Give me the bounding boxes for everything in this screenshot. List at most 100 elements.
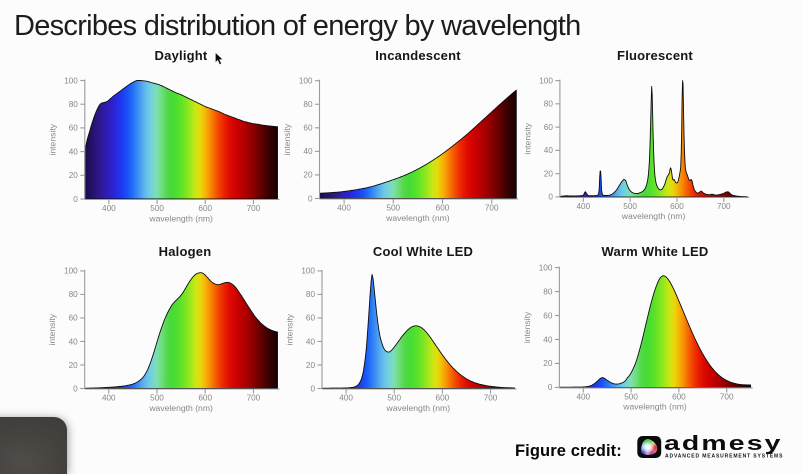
y-axis-label: intensity xyxy=(47,313,57,345)
x-tick-label: 500 xyxy=(150,204,164,213)
y-tick-label: 0 xyxy=(548,383,553,392)
x-axis-label: wavelength (nm) xyxy=(386,403,451,413)
chart-title-daylight: Daylight xyxy=(154,48,208,63)
y-tick-label: 20 xyxy=(69,361,79,370)
x-tick-label: 400 xyxy=(337,204,351,213)
y-tick-label: 100 xyxy=(299,77,313,86)
spectrum-area xyxy=(84,272,278,389)
y-tick-label: 80 xyxy=(69,100,79,109)
x-tick-label: 500 xyxy=(623,202,637,211)
chart-incandescent: 0 20 40 60 80 100 400 500 600 700 wavelength (nm) i… xyxy=(282,77,519,223)
y-tick-label: 80 xyxy=(306,290,316,299)
y-axis-label: intensity xyxy=(282,123,292,155)
y-tick-label: 20 xyxy=(543,359,553,368)
x-tick-label: 500 xyxy=(150,394,164,403)
x-tick-label: 700 xyxy=(247,394,261,403)
x-tick-label: 400 xyxy=(339,394,353,403)
y-tick-label: 40 xyxy=(543,335,553,344)
x-tick-label: 400 xyxy=(576,393,590,402)
y-tick-label: 0 xyxy=(73,195,78,204)
tick-labels: 0 20 40 60 80 100 400 500 600 700 xyxy=(539,76,731,211)
spectrum-area xyxy=(559,80,748,198)
chart-daylight: 0 20 40 60 80 100 400 500 600 700 wavelength (nm) i… xyxy=(47,76,280,223)
y-tick-label: 60 xyxy=(69,124,79,133)
y-tick-label: 0 xyxy=(308,194,313,203)
x-tick-label: 700 xyxy=(717,202,731,211)
y-tick-label: 100 xyxy=(301,267,315,276)
axes xyxy=(315,79,519,204)
x-axis-label: wavelength (nm) xyxy=(148,213,213,223)
chart-cool-white-led: 0 20 40 60 80 100 400 500 600 700 wavelength (nm) i… xyxy=(285,267,517,413)
tick-labels: 0 20 40 60 80 100 400 500 600 700 xyxy=(539,263,734,401)
y-tick-label: 60 xyxy=(544,123,554,132)
spectrum-area xyxy=(321,273,516,389)
tick-labels: 0 20 40 60 80 100 400 500 600 700 xyxy=(64,267,261,403)
x-tick-label: 400 xyxy=(102,394,116,403)
y-tick-label: 60 xyxy=(69,314,79,323)
y-axis-label: intensity xyxy=(522,122,532,154)
x-tick-label: 600 xyxy=(436,204,450,213)
y-tick-label: 60 xyxy=(306,314,316,323)
y-axis-label: intensity xyxy=(522,311,532,343)
axes xyxy=(80,79,280,204)
chart-title-cool-white-led: Cool White LED xyxy=(372,244,474,259)
x-tick-label: 400 xyxy=(102,204,116,213)
y-tick-label: 20 xyxy=(303,171,313,180)
x-axis-label: wavelength (nm) xyxy=(621,211,686,221)
y-tick-label: 80 xyxy=(303,100,313,109)
y-tick-label: 40 xyxy=(303,147,313,156)
chart-halogen: 0 20 40 60 80 100 400 500 600 700 wavelength (nm) i… xyxy=(47,267,280,413)
chart-title-halogen: Halogen xyxy=(158,244,212,259)
spectrum-area xyxy=(558,275,752,388)
chart-title-fluorescent: Fluorescent xyxy=(617,48,693,63)
x-tick-label: 700 xyxy=(485,204,499,213)
y-tick-label: 60 xyxy=(543,311,553,320)
y-tick-label: 40 xyxy=(69,337,79,346)
tick-labels: 0 20 40 60 80 100 400 500 600 700 xyxy=(64,76,261,213)
x-tick-label: 600 xyxy=(436,394,450,403)
y-tick-label: 0 xyxy=(310,384,315,393)
x-axis-label: wavelength (nm) xyxy=(148,403,213,413)
y-tick-label: 20 xyxy=(69,171,79,180)
x-tick-label: 400 xyxy=(576,202,590,211)
y-tick-label: 0 xyxy=(548,193,553,202)
y-tick-label: 40 xyxy=(69,147,79,156)
y-tick-label: 100 xyxy=(539,76,553,85)
y-tick-label: 40 xyxy=(306,337,316,346)
axes xyxy=(555,79,750,202)
y-tick-label: 80 xyxy=(544,100,554,109)
y-axis-label: intensity xyxy=(47,123,57,155)
chart-title-incandescent: Incandescent xyxy=(375,48,461,63)
x-tick-label: 700 xyxy=(484,394,498,403)
y-tick-label: 60 xyxy=(303,124,313,133)
webcam-overlay xyxy=(0,417,67,474)
y-axis-label: intensity xyxy=(285,313,295,345)
chart-warm-white-led: 0 20 40 60 80 100 400 500 600 700 wavelength (nm) i… xyxy=(522,263,753,412)
x-tick-label: 600 xyxy=(670,202,684,211)
chart-fluorescent: 0 20 40 60 80 100 400 500 600 700 wavelength (nm) i… xyxy=(522,76,750,221)
spectrum-area xyxy=(319,89,517,199)
slide: {"title":"Describes distribution of ener… xyxy=(0,9,782,474)
axes xyxy=(317,269,517,394)
x-tick-label: 600 xyxy=(198,204,212,213)
axes xyxy=(80,269,280,394)
x-tick-label: 700 xyxy=(247,204,261,213)
y-tick-label: 80 xyxy=(543,287,553,296)
y-tick-label: 40 xyxy=(544,146,554,155)
x-tick-label: 500 xyxy=(387,394,401,403)
x-tick-label: 500 xyxy=(386,204,400,213)
spectrum-area xyxy=(84,80,278,200)
y-tick-label: 80 xyxy=(69,290,79,299)
x-tick-label: 500 xyxy=(624,393,638,402)
x-axis-label: wavelength (nm) xyxy=(385,213,450,223)
x-tick-label: 700 xyxy=(720,393,734,402)
x-tick-label: 600 xyxy=(198,394,212,403)
chart-title-warm-white-led: Warm White LED xyxy=(601,244,709,259)
axes xyxy=(554,266,753,393)
page-title: Describes distribution of energy by wave… xyxy=(14,9,581,42)
y-tick-label: 20 xyxy=(544,169,554,178)
y-tick-label: 20 xyxy=(306,361,316,370)
y-tick-label: 100 xyxy=(539,263,553,272)
y-tick-label: 100 xyxy=(64,76,78,85)
